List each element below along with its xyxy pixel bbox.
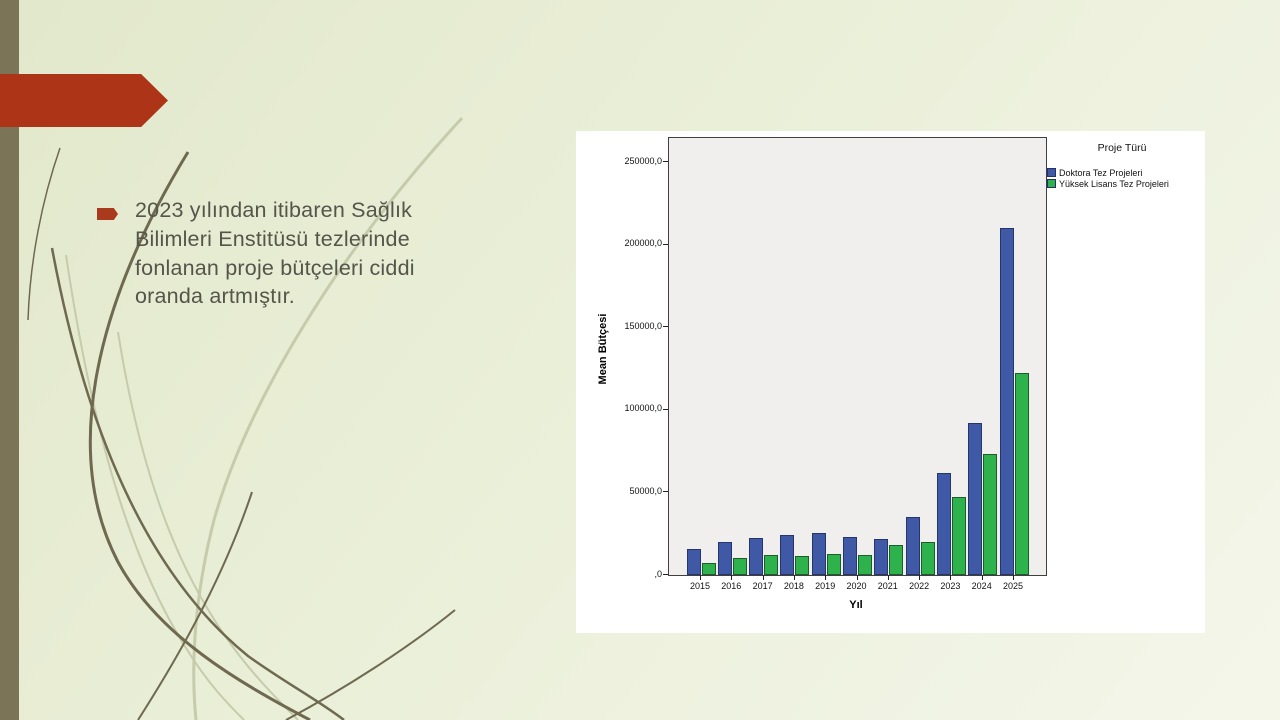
- y-axis-title: Mean Bütçesi: [597, 313, 609, 385]
- x-tick-label: 2019: [815, 581, 836, 591]
- x-axis-title: Yıl: [849, 599, 863, 611]
- plot-area: [668, 137, 1047, 576]
- bullet-text: 2023 yılından itibaren Sağlık Bilimleri …: [135, 198, 415, 309]
- x-tick-label: 2022: [909, 581, 930, 591]
- x-tick-label: 2017: [752, 581, 773, 591]
- bar-2018-yuksek-lisans: [795, 556, 810, 575]
- bar-2017-doktora: [749, 538, 764, 575]
- bar-2019-doktora: [811, 533, 826, 575]
- x-tick-mark: [919, 575, 921, 580]
- x-tick-mark: [762, 575, 764, 580]
- x-tick-mark: [887, 575, 889, 580]
- y-tick-mark: [663, 161, 668, 162]
- y-tick-mark: [663, 408, 668, 410]
- legend-item: Doktora Tez Projeleri: [1047, 167, 1169, 178]
- x-tick-mark: [825, 575, 827, 580]
- x-tick-label: 2018: [783, 581, 804, 591]
- y-tick-label: 200000,0: [624, 238, 662, 249]
- bar-2017-yuksek-lisans: [764, 555, 779, 575]
- legend-item: Yüksek Lisans Tez Projeleri: [1047, 178, 1169, 189]
- left-stripe: [0, 0, 19, 720]
- bullet-marker-icon: [97, 208, 118, 220]
- bar-2021-doktora: [874, 539, 889, 575]
- x-tick-mark: [793, 575, 795, 580]
- x-tick-label: 2015: [689, 581, 711, 591]
- legend-swatch-doktora: [1047, 168, 1056, 177]
- legend-item-label: Doktora Tez Projeleri: [1059, 167, 1143, 178]
- bar-2019-yuksek-lisans: [826, 554, 841, 575]
- legend-item-label: Yüksek Lisans Tez Projeleri: [1059, 178, 1169, 189]
- bar-2023-yuksek-lisans: [951, 497, 966, 575]
- bar-2023-doktora: [936, 473, 951, 575]
- legend: Doktora Tez Projeleri Yüksek Lisans Tez P…: [1047, 167, 1169, 189]
- y-tick-mark: [663, 574, 668, 575]
- x-tick-label: 2016: [721, 581, 742, 591]
- bar-2025-yuksek-lisans: [1014, 373, 1029, 575]
- legend-title: Proje Türü: [1097, 142, 1147, 154]
- y-tick-label: 50000,0: [629, 485, 662, 496]
- bar-2021-yuksek-lisans: [889, 545, 904, 575]
- y-tick-mark: [663, 243, 668, 245]
- bar-2022-yuksek-lisans: [920, 542, 935, 575]
- red-arrow-banner: [0, 74, 168, 127]
- x-tick-mark: [1013, 575, 1014, 580]
- y-tick-label: 100000,0: [624, 403, 662, 414]
- y-tick-label: 150000,0: [624, 320, 662, 331]
- y-tick-label: 250000,0: [624, 155, 662, 166]
- x-tick-mark: [856, 575, 858, 580]
- y-tick-mark: [663, 326, 668, 328]
- x-tick-mark: [731, 575, 733, 580]
- x-tick-mark: [950, 575, 952, 580]
- bar-2022-doktora: [905, 517, 920, 575]
- y-tick-mark: [663, 491, 668, 493]
- bullet-block: 2023 yılından itibaren Sağlık Bilimleri …: [97, 196, 477, 311]
- bar-2025-doktora: [999, 228, 1014, 575]
- bar-2020-doktora: [843, 537, 857, 575]
- bar-2020-yuksek-lisans: [858, 555, 872, 575]
- legend-swatch-yuksek-lisans: [1047, 179, 1056, 188]
- x-tick-label: 2025: [1002, 581, 1024, 591]
- bar-2015-doktora: [686, 549, 701, 575]
- x-tick-mark: [981, 575, 983, 580]
- x-tick-label: 2020: [846, 581, 867, 591]
- bar-2016-yuksek-lisans: [732, 558, 747, 575]
- x-tick-label: 2024: [971, 581, 992, 591]
- chart-panel: ,0 50000,0 100000,0 150000,0 200000,0 250000,…: [576, 131, 1205, 633]
- bar-2024-doktora: [968, 423, 983, 575]
- bar-2015-yuksek-lisans: [701, 563, 716, 575]
- x-tick-label: 2023: [940, 581, 961, 591]
- bar-2016-doktora: [717, 542, 732, 575]
- y-tick-label: ,0: [654, 568, 662, 579]
- bar-2018-doktora: [780, 535, 795, 575]
- bar-2024-yuksek-lisans: [983, 454, 998, 575]
- x-tick-label: 2021: [877, 581, 898, 591]
- x-tick-mark: [700, 575, 701, 580]
